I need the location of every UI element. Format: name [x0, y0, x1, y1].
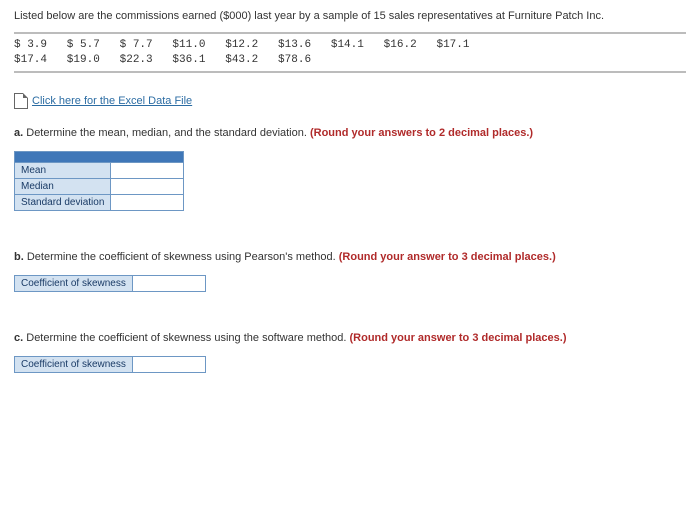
input-stddev[interactable] [111, 194, 184, 210]
data-values-block: $ 3.9 $ 5.7 $ 7.7 $11.0 $12.2 $13.6 $14.… [14, 32, 686, 73]
excel-link-row: Click here for the Excel Data File [14, 93, 686, 109]
input-mean[interactable] [111, 162, 184, 178]
question-b-text: Determine the coefficient of skewness us… [27, 251, 336, 263]
data-row-2: $17.4 $19.0 $22.3 $36.1 $43.2 $78.6 [14, 54, 331, 66]
table-row: Standard deviation [15, 194, 184, 210]
question-c: c. Determine the coefficient of skewness… [14, 332, 686, 344]
input-skew-software[interactable] [132, 356, 205, 372]
data-row-1: $ 3.9 $ 5.7 $ 7.7 $11.0 $12.2 $13.6 $14.… [14, 39, 489, 51]
row-label-skew-software: Coefficient of skewness [15, 356, 133, 372]
answer-table-a: Mean Median Standard deviation [14, 151, 184, 211]
row-label-stddev: Standard deviation [15, 194, 111, 210]
question-a-label: a. [14, 127, 23, 139]
question-c-text: Determine the coefficient of skewness us… [26, 332, 346, 344]
question-c-label: c. [14, 332, 23, 344]
table-row: Mean [15, 162, 184, 178]
question-a-text: Determine the mean, median, and the stan… [26, 127, 307, 139]
question-c-note: (Round your answer to 3 decimal places.) [350, 332, 567, 344]
intro-text: Listed below are the commissions earned … [14, 10, 686, 22]
table-row: Median [15, 178, 184, 194]
row-label-median: Median [15, 178, 111, 194]
file-icon [14, 93, 28, 109]
question-b-note: (Round your answer to 3 decimal places.) [339, 251, 556, 263]
question-b-label: b. [14, 251, 24, 263]
row-label-mean: Mean [15, 162, 111, 178]
input-median[interactable] [111, 178, 184, 194]
table-a-header [15, 151, 184, 162]
row-label-skew-pearson: Coefficient of skewness [15, 275, 133, 291]
answer-table-b: Coefficient of skewness [14, 275, 206, 292]
question-b: b. Determine the coefficient of skewness… [14, 251, 686, 263]
table-row: Coefficient of skewness [15, 275, 206, 291]
answer-table-c: Coefficient of skewness [14, 356, 206, 373]
question-a-note: (Round your answers to 2 decimal places.… [310, 127, 533, 139]
question-a: a. Determine the mean, median, and the s… [14, 127, 686, 139]
input-skew-pearson[interactable] [132, 275, 205, 291]
excel-data-link[interactable]: Click here for the Excel Data File [32, 95, 192, 107]
table-row: Coefficient of skewness [15, 356, 206, 372]
